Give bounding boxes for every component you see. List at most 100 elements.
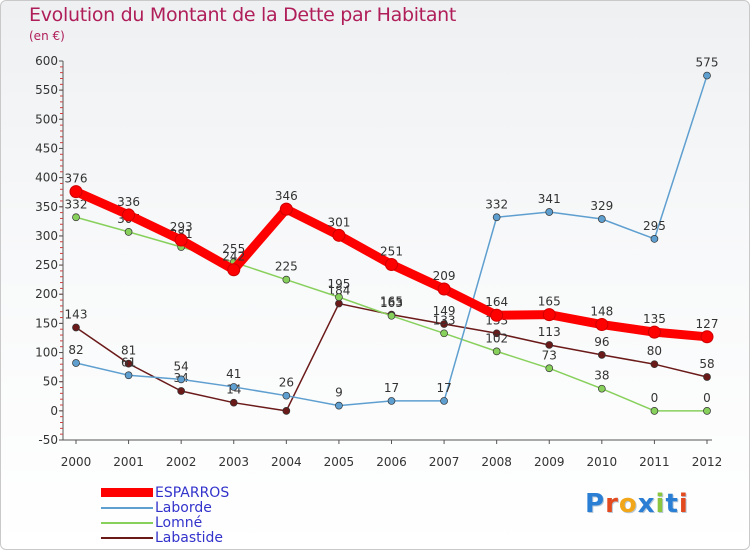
- data-point: [387, 397, 396, 405]
- x-tick-label: 2012: [692, 455, 723, 469]
- data-label: 195: [327, 277, 350, 291]
- data-point: [650, 234, 659, 243]
- data-point: [440, 320, 448, 328]
- data-label: 135: [643, 312, 666, 326]
- data-label: 165: [380, 295, 403, 309]
- data-label: 73: [542, 348, 557, 362]
- data-point: [650, 360, 659, 369]
- data-point: [72, 323, 80, 332]
- legend-swatch: [101, 536, 153, 539]
- data-point: [440, 329, 448, 338]
- data-label: 61: [121, 355, 136, 369]
- logo-letter: o: [618, 489, 638, 519]
- data-label: 242: [222, 250, 245, 264]
- y-tick-label: 50: [43, 375, 58, 389]
- data-label: 0: [651, 391, 659, 405]
- legend-swatch: [101, 521, 153, 524]
- data-point: [492, 347, 501, 356]
- logo-letter: i: [655, 489, 666, 519]
- data-label: 575: [696, 56, 719, 70]
- data-point: [335, 299, 343, 308]
- data-label: 149: [433, 304, 456, 318]
- data-point: [124, 359, 133, 368]
- data-point: [177, 387, 186, 395]
- series-lomné: 332307281255225195163133102733800: [65, 197, 711, 415]
- legend-item: ESPARROS: [101, 484, 230, 501]
- data-label: 164: [485, 295, 508, 309]
- data-label: 148: [590, 305, 613, 319]
- x-tick-label: 2006: [376, 455, 407, 469]
- y-tick-label: 300: [35, 229, 58, 243]
- legend-item: Lomné: [101, 514, 229, 531]
- data-label: 9: [335, 386, 343, 400]
- data-label: 336: [117, 195, 140, 209]
- data-label: 0: [703, 391, 711, 405]
- data-label: 293: [170, 220, 193, 234]
- series-esparros: 376 336 293 242 346 301 251 209 164 165 148 135 127: [65, 172, 718, 344]
- data-point: [492, 213, 501, 222]
- data-label: 301: [327, 215, 350, 229]
- data-point: [279, 202, 293, 216]
- x-tick-label: 2007: [429, 455, 460, 469]
- data-label: 329: [590, 199, 613, 213]
- logo-letter: x: [637, 489, 656, 519]
- data-point: [595, 318, 609, 332]
- data-point: [282, 391, 291, 400]
- legend-label: ESPARROS: [155, 484, 230, 501]
- data-point: [437, 282, 451, 296]
- y-tick-label: 450: [35, 141, 58, 155]
- logo-letter: t: [665, 489, 679, 519]
- data-point: [490, 308, 504, 322]
- data-point: [227, 263, 241, 277]
- data-point: [174, 233, 188, 247]
- data-label: 165: [538, 295, 561, 309]
- data-point: [597, 215, 606, 223]
- x-tick-label: 2004: [271, 455, 302, 469]
- logo-letter: r: [605, 489, 619, 519]
- legend-label: Labastide: [155, 529, 224, 546]
- x-tick-label: 2000: [61, 455, 92, 469]
- data-label: 82: [68, 343, 83, 357]
- data-point: [440, 397, 448, 405]
- data-label: 346: [275, 189, 298, 203]
- x-tick-label: 2001: [113, 455, 144, 469]
- data-label: 54: [174, 359, 189, 373]
- data-label: 332: [65, 197, 88, 211]
- series-laborde: 82 61 54 41 26 9 17 17 332 341 329 295 575: [68, 56, 718, 410]
- data-label: 81: [121, 344, 136, 358]
- data-label: 143: [65, 307, 88, 321]
- proxiti-logo: Proxiti: [585, 489, 689, 519]
- legend-label: Lomné: [155, 514, 203, 531]
- y-tick-label: 250: [35, 258, 58, 272]
- data-label: 80: [647, 344, 662, 358]
- data-label: 255: [222, 242, 245, 256]
- data-point: [700, 330, 714, 344]
- data-point: [387, 311, 396, 320]
- chart-legend: ESPARROS Laborde Lomné Labastide: [101, 484, 230, 546]
- data-label: 133: [433, 313, 456, 327]
- y-tick-label: 500: [35, 112, 58, 126]
- data-point: [332, 228, 346, 242]
- legend-item: Labastide: [101, 529, 229, 546]
- y-tick-label: 150: [35, 316, 58, 330]
- logo-letter: i: [678, 489, 689, 519]
- data-point: [335, 401, 343, 410]
- x-tick-label: 2010: [587, 455, 618, 469]
- y-tick-label: 0: [50, 404, 58, 418]
- data-point: [72, 213, 80, 222]
- data-point: [597, 351, 606, 359]
- data-point: [282, 406, 291, 415]
- data-point: [703, 373, 711, 381]
- data-point: [124, 371, 133, 380]
- data-point: [385, 257, 398, 271]
- data-point: [229, 383, 238, 391]
- data-point: [650, 406, 659, 415]
- y-tick-label: 100: [35, 346, 58, 360]
- data-point: [229, 398, 238, 407]
- x-tick-label: 2008: [481, 455, 512, 469]
- data-label: 295: [643, 219, 666, 233]
- data-label: 41: [226, 367, 241, 381]
- x-tick-label: 2003: [218, 455, 249, 469]
